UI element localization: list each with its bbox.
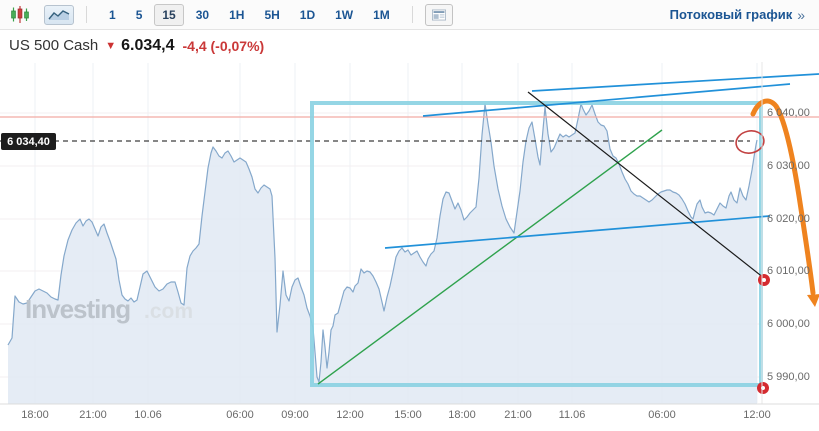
orange-arrow-head	[807, 294, 819, 307]
time-axis[interactable]: 18:00 21:00 10.06 06:00 09:00 12:00 15:00 18:00…	[0, 407, 772, 425]
time-tick-label: 09:00	[281, 409, 309, 421]
last-price: 6.034,4	[121, 36, 175, 54]
candlestick-chart-button[interactable]	[10, 5, 30, 25]
price-tick-label: 6 040,00	[767, 107, 810, 119]
price-axis[interactable]: 6 040,00 6 030,00 6 020,00 6 010,00 6 000,00…	[762, 0, 819, 431]
timeframe-1w-button[interactable]: 1W	[327, 4, 361, 26]
time-tick-label: 06:00	[648, 409, 676, 421]
chevron-right-icon: »	[797, 6, 805, 23]
timeframe-1d-button[interactable]: 1D	[292, 4, 323, 26]
instrument-title: US 500 Cash	[9, 37, 99, 54]
chart-toolbar: 1 5 15 30 1H 5H 1D 1W 1M Потоковый график »	[0, 0, 819, 30]
timeframe-button-group: 1 5 15 30 1H 5H 1D 1W 1M	[99, 3, 400, 26]
drawing-handle-trendline-end[interactable]	[758, 274, 770, 286]
time-tick-label: 06:00	[226, 409, 254, 421]
news-panel-icon	[431, 9, 446, 20]
candlestick-icon	[11, 5, 29, 23]
last-price-badge: 6 034,40	[1, 133, 56, 150]
timeframe-5-button[interactable]: 5	[128, 4, 151, 26]
time-tick-label: 21:00	[504, 409, 532, 421]
time-tick-label: 12:00	[743, 409, 771, 421]
price-tick-label: 6 020,00	[767, 213, 810, 225]
black-trendline[interactable]	[527, 91, 765, 279]
watermark-suffix: .com	[144, 300, 193, 323]
orange-arrow[interactable]	[750, 98, 816, 296]
time-tick-label: 18:00	[448, 409, 476, 421]
price-tick-label: 6 010,00	[767, 265, 810, 277]
area-chart-icon	[48, 10, 70, 20]
highlight-circle[interactable]	[734, 128, 766, 155]
time-tick-label: 11.06	[558, 409, 586, 421]
axis-borders	[0, 62, 819, 405]
time-tick-label: 12:00	[336, 409, 364, 421]
instrument-header: US 500 Cash ▼ 6.034,4 -4,4 (-0,07%)	[0, 31, 819, 60]
time-tick-label: 18:00	[21, 409, 49, 421]
price-change: -4,4 (-0,07%)	[182, 37, 265, 54]
chart-drawings	[0, 73, 819, 394]
toolbar-divider	[86, 6, 87, 23]
time-tick-label: 21:00	[79, 409, 107, 421]
range-box[interactable]	[310, 101, 763, 387]
area-chart-button[interactable]	[44, 4, 74, 25]
price-tick-label: 6 030,00	[767, 160, 810, 172]
price-tick-label: 5 990,00	[767, 371, 810, 383]
price-down-arrow-icon: ▼	[105, 39, 117, 52]
blue-upper-trendline[interactable]	[422, 83, 791, 117]
timeframe-1m-button[interactable]: 1M	[365, 4, 398, 26]
time-tick-label: 15:00	[394, 409, 422, 421]
timeframe-1h-button[interactable]: 1H	[221, 4, 252, 26]
news-panel-button[interactable]	[424, 3, 453, 26]
price-tick-label: 6 000,00	[767, 318, 810, 330]
toolbar-divider	[411, 6, 413, 23]
time-tick-label: 10.06	[134, 409, 162, 421]
timeframe-30-button[interactable]: 30	[188, 4, 217, 26]
watermark: Investing .com	[25, 294, 193, 324]
streaming-chart-link-label: Потоковый график	[669, 7, 793, 22]
watermark-text: Investing	[25, 294, 130, 324]
timeframe-5h-button[interactable]: 5H	[256, 4, 287, 26]
blue-top-trendline[interactable]	[531, 73, 819, 92]
timeframe-1-button[interactable]: 1	[101, 4, 124, 26]
price-area-series	[7, 103, 758, 404]
blue-lower-trendline[interactable]	[384, 215, 771, 249]
timeframe-15-button[interactable]: 15	[154, 3, 184, 26]
streaming-chart-link[interactable]: Потоковый график »	[670, 7, 805, 23]
green-trendline[interactable]	[317, 129, 663, 385]
